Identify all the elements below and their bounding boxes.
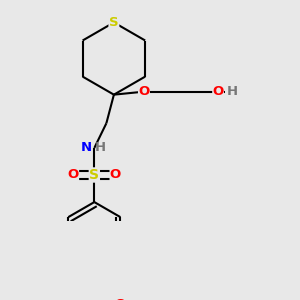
Text: O: O bbox=[114, 298, 125, 300]
Text: O: O bbox=[68, 169, 79, 182]
Text: N: N bbox=[81, 141, 92, 154]
Text: O: O bbox=[110, 169, 121, 182]
Text: S: S bbox=[89, 168, 99, 182]
Text: H: H bbox=[227, 85, 238, 98]
Text: O: O bbox=[212, 85, 224, 98]
Text: S: S bbox=[109, 16, 119, 29]
Text: H: H bbox=[94, 141, 106, 154]
Text: O: O bbox=[138, 85, 150, 98]
